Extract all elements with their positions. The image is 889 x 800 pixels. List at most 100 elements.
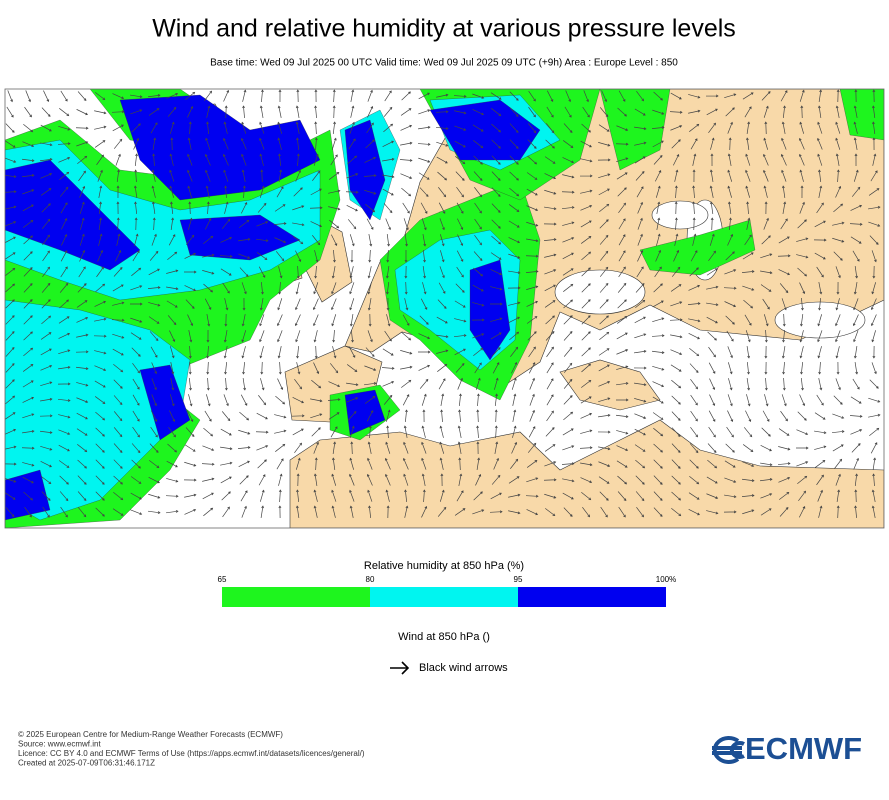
humidity-area xyxy=(5,159,141,271)
wind-arrow xyxy=(131,123,141,133)
wind-arrow xyxy=(543,222,557,226)
wind-arrow xyxy=(673,249,680,262)
wind-arrow xyxy=(421,441,427,454)
wind-arrow xyxy=(796,254,809,259)
wind-arrow xyxy=(313,282,319,295)
wind-arrow xyxy=(403,218,409,231)
wind-arrow xyxy=(41,107,51,117)
wind-arrow xyxy=(817,346,822,359)
wind-arrow xyxy=(525,494,539,498)
wind-arrow xyxy=(166,286,179,291)
wind-arrow xyxy=(132,426,140,438)
wind-arrow xyxy=(509,139,519,149)
wind-arrow xyxy=(798,137,805,150)
wind-arrow xyxy=(727,346,733,359)
wind-arrow xyxy=(278,489,282,503)
wind-arrow xyxy=(23,347,34,357)
wind-arrow xyxy=(222,282,230,294)
wind-arrow xyxy=(278,89,282,103)
wind-arrow xyxy=(634,413,647,419)
wind-arrow xyxy=(347,155,358,165)
wind-arrow xyxy=(241,282,247,295)
wind-arrow xyxy=(21,446,35,450)
wind-arrow xyxy=(692,201,696,215)
wind-arrow xyxy=(706,108,718,116)
wind-arrow xyxy=(256,252,268,260)
wind-arrow xyxy=(723,510,737,514)
wind-arrow xyxy=(277,137,282,150)
wind-arrow xyxy=(294,442,302,454)
wind-arrow xyxy=(634,349,647,354)
wind-arrow xyxy=(400,350,413,355)
wind-arrow xyxy=(184,461,197,467)
wind-arrow xyxy=(42,250,50,262)
wind-arrow xyxy=(509,331,520,341)
wind-arrow xyxy=(782,361,786,375)
wind-arrow xyxy=(23,283,33,293)
footer-line: Source: www.ecmwf.int xyxy=(18,740,101,749)
wind-arrow xyxy=(150,346,158,358)
wind-arrow xyxy=(274,204,286,212)
wind-arrow xyxy=(798,506,806,518)
wind-arrow xyxy=(597,158,611,162)
wind-arrow xyxy=(581,315,591,325)
wind-arrow xyxy=(544,493,557,499)
wind-arrow xyxy=(726,330,734,342)
wind-arrow xyxy=(526,316,538,324)
wind-arrow xyxy=(616,125,629,131)
wind-arrow xyxy=(580,236,592,244)
wind-arrow xyxy=(764,361,768,375)
wind-arrow xyxy=(206,201,210,215)
wind-arrow xyxy=(508,493,521,498)
wind-arrow xyxy=(41,282,51,293)
wind-arrow xyxy=(510,346,519,357)
wind-arrow xyxy=(149,443,159,453)
wind-arrow xyxy=(727,185,732,198)
wind-arrow xyxy=(457,441,462,454)
wind-arrow xyxy=(854,266,859,279)
wind-arrow xyxy=(40,348,52,356)
wind-arrow xyxy=(223,346,228,359)
wind-arrow xyxy=(331,314,337,327)
wind-arrow xyxy=(98,185,103,198)
wind-arrow xyxy=(113,443,123,454)
wind-arrow xyxy=(850,236,862,244)
wind-arrow xyxy=(849,414,863,418)
wind-arrow xyxy=(437,506,447,517)
wind-arrow xyxy=(707,331,717,341)
wind-arrow xyxy=(349,457,354,470)
wind-arrow xyxy=(94,396,106,404)
wind-arrow xyxy=(276,458,284,470)
wind-arrow xyxy=(476,409,480,423)
wind-arrow xyxy=(310,221,323,228)
wind-arrow xyxy=(169,185,175,198)
wind-arrow xyxy=(800,361,804,375)
wind-arrow xyxy=(368,505,372,519)
wind-arrow xyxy=(5,462,17,466)
wind-arrow xyxy=(259,185,265,198)
wind-arrow xyxy=(93,334,107,338)
wind-arrow xyxy=(616,316,628,324)
wind-arrow xyxy=(599,491,609,501)
wind-arrow xyxy=(782,105,786,119)
wind-arrow xyxy=(745,153,751,166)
wind-arrow xyxy=(634,428,646,436)
wind-arrow xyxy=(169,394,175,407)
map xyxy=(5,89,884,528)
wind-arrow xyxy=(5,123,15,133)
wind-arrow xyxy=(295,505,300,518)
wind-arrow xyxy=(330,154,338,166)
wind-arrow xyxy=(835,330,841,343)
wind-arrow xyxy=(729,217,732,231)
wind-arrow xyxy=(42,266,50,278)
wind-arrow xyxy=(220,236,233,243)
wind-arrow xyxy=(383,394,393,405)
wind-arrow xyxy=(439,218,445,231)
wind-arrow xyxy=(458,473,463,486)
wind-arrow xyxy=(760,493,773,499)
wind-arrow xyxy=(798,490,807,502)
wind-arrow xyxy=(328,381,341,388)
wind-arrow xyxy=(800,105,804,119)
wind-arrow xyxy=(871,362,877,375)
